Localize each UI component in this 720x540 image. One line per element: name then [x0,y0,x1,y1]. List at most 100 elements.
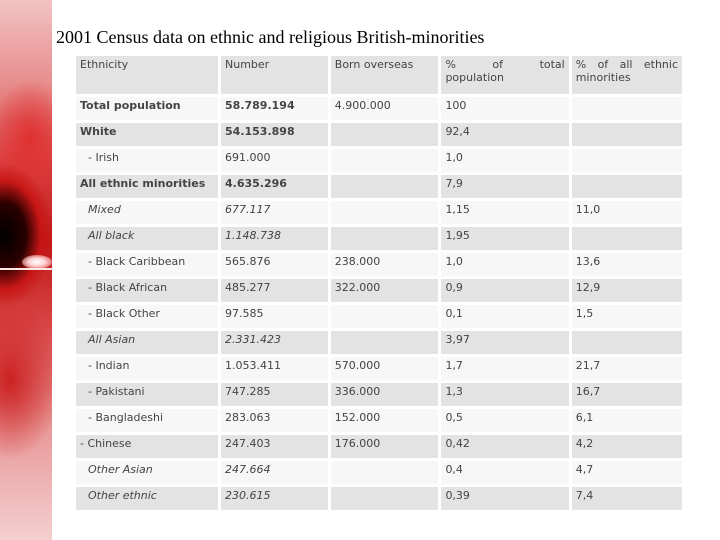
cell-number: 1.053.411 [221,357,328,380]
cell-pct-total: 1,3 [441,383,569,406]
cell-number: 247.403 [221,435,328,458]
cell-born-overseas: 336.000 [330,383,439,406]
cell-ethnicity: - Bangladeshi [76,409,219,432]
cell-born-overseas [330,227,439,250]
table-row: All Asian 2.331.423 3,97 [76,331,682,354]
page-title: 2001 Census data on ethnic and religious… [56,27,485,47]
table-row: - Black Caribbean 565.876 238.000 1,0 13,6 [76,253,682,276]
cell-pct-total: 7,9 [441,175,569,198]
cell-pct-minorities [571,149,682,172]
cell-number: 677.117 [221,201,328,224]
cell-ethnicity: - Black Other [76,305,219,328]
cell-pct-total: 92,4 [441,123,569,146]
header-born-overseas: Born overseas [330,56,439,94]
table-row: - Black Other 97.585 0,1 1,5 [76,305,682,328]
cell-pct-minorities: 12,9 [571,279,682,302]
cell-pct-minorities: 6,1 [571,409,682,432]
cell-born-overseas: 176.000 [330,435,439,458]
cell-pct-minorities: 16,7 [571,383,682,406]
cell-pct-total: 100 [441,97,569,120]
cell-number: 747.285 [221,383,328,406]
header-pct-total: % of total population [441,56,569,94]
cell-number: 247.664 [221,461,328,484]
table-row: All ethnic minorities 4.635.296 7,9 [76,175,682,198]
decorative-glow [22,255,52,269]
cell-number: 97.585 [221,305,328,328]
cell-born-overseas [330,175,439,198]
cell-born-overseas [330,487,439,510]
census-table-container: Ethnicity Number Born overseas % of tota… [76,56,685,513]
cell-pct-total: 0,1 [441,305,569,328]
header-pct-minorities-line1: % of all ethnic [575,58,678,71]
cell-ethnicity: All ethnic minorities [76,175,219,198]
cell-born-overseas: 4.900.000 [330,97,439,120]
cell-born-overseas: 322.000 [330,279,439,302]
header-pct-total-line1: % of total [445,58,565,71]
cell-born-overseas [330,305,439,328]
cell-ethnicity: - Chinese [76,435,219,458]
cell-born-overseas [330,461,439,484]
decorative-line [0,268,52,270]
cell-pct-minorities: 7,4 [571,487,682,510]
cell-pct-total: 1,0 [441,253,569,276]
cell-ethnicity: Other ethnic [76,487,219,510]
cell-born-overseas [330,331,439,354]
cell-number: 283.063 [221,409,328,432]
table-row: - Black African 485.277 322.000 0,9 12,9 [76,279,682,302]
cell-pct-minorities [571,227,682,250]
table-row: Other ethnic 230.615 0,39 7,4 [76,487,682,510]
cell-born-overseas: 152.000 [330,409,439,432]
cell-born-overseas: 238.000 [330,253,439,276]
cell-pct-total: 0,42 [441,435,569,458]
cell-pct-total: 1,0 [441,149,569,172]
cell-pct-minorities [571,331,682,354]
cell-pct-minorities: 13,6 [571,253,682,276]
table-row: Other Asian 247.664 0,4 4,7 [76,461,682,484]
cell-pct-total: 0,5 [441,409,569,432]
cell-born-overseas [330,123,439,146]
cell-born-overseas [330,149,439,172]
cell-number: 691.000 [221,149,328,172]
cell-number: 565.876 [221,253,328,276]
table-row: - Bangladeshi 283.063 152.000 0,5 6,1 [76,409,682,432]
cell-pct-minorities [571,97,682,120]
cell-number: 230.615 [221,487,328,510]
header-pct-minorities-line2: minorities [575,71,631,84]
cell-number: 54.153.898 [221,123,328,146]
cell-ethnicity: All black [76,227,219,250]
table-row: All black 1.148.738 1,95 [76,227,682,250]
table-row: - Indian 1.053.411 570.000 1,7 21,7 [76,357,682,380]
cell-pct-total: 1,7 [441,357,569,380]
table-row: - Pakistani 747.285 336.000 1,3 16,7 [76,383,682,406]
cell-pct-total: 3,97 [441,331,569,354]
cell-pct-total: 1,95 [441,227,569,250]
cell-ethnicity: Total population [76,97,219,120]
cell-pct-minorities: 11,0 [571,201,682,224]
header-ethnicity: Ethnicity [76,56,219,94]
cell-number: 58.789.194 [221,97,328,120]
header-number: Number [221,56,328,94]
cell-number: 485.277 [221,279,328,302]
cell-pct-minorities [571,123,682,146]
header-pct-total-line2: population [445,71,504,84]
cell-born-overseas [330,201,439,224]
cell-pct-total: 0,39 [441,487,569,510]
table-row: - Irish 691.000 1,0 [76,149,682,172]
cell-pct-total: 1,15 [441,201,569,224]
header-pct-minorities: % of all ethnic minorities [571,56,682,94]
cell-ethnicity: - Pakistani [76,383,219,406]
table-row: - Chinese 247.403 176.000 0,42 4,2 [76,435,682,458]
census-table: Ethnicity Number Born overseas % of tota… [73,53,685,513]
cell-pct-minorities: 4,7 [571,461,682,484]
table-header-row: Ethnicity Number Born overseas % of tota… [76,56,682,94]
cell-ethnicity: - Indian [76,357,219,380]
cell-number: 2.331.423 [221,331,328,354]
cell-pct-minorities: 1,5 [571,305,682,328]
cell-pct-minorities [571,175,682,198]
cell-ethnicity: All Asian [76,331,219,354]
table-row: Total population 58.789.194 4.900.000 100 [76,97,682,120]
cell-born-overseas: 570.000 [330,357,439,380]
cell-number: 4.635.296 [221,175,328,198]
table-row: Mixed 677.117 1,15 11,0 [76,201,682,224]
cell-ethnicity: White [76,123,219,146]
